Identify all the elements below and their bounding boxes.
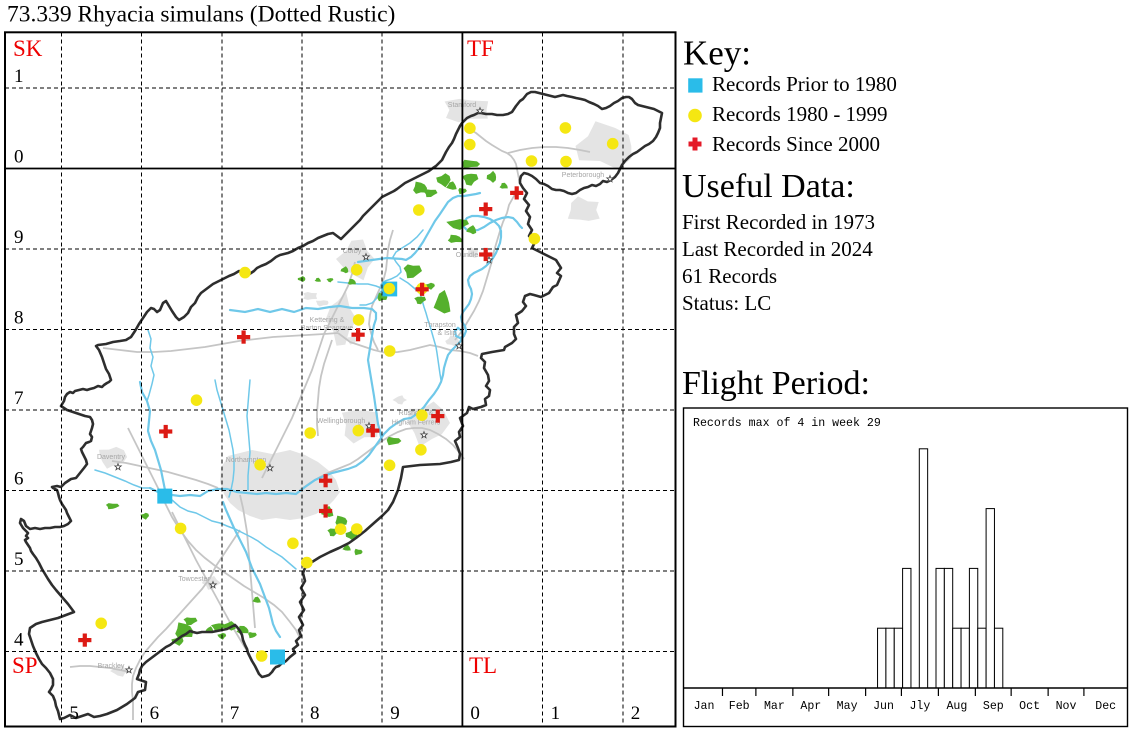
svg-text:Flight Period:: Flight Period: (682, 365, 870, 402)
svg-text:Northampton: Northampton (226, 457, 267, 464)
svg-text:Records max of 4 in week 29: Records max of 4 in week 29 (693, 417, 881, 430)
svg-text:7: 7 (14, 388, 24, 409)
svg-text:Rushden &: Rushden & (399, 410, 434, 417)
svg-text:May: May (837, 700, 858, 713)
svg-text:Oct: Oct (1019, 700, 1040, 713)
svg-text:4: 4 (14, 630, 24, 651)
svg-text:Corby: Corby (343, 248, 362, 255)
svg-text:Peterborough: Peterborough (562, 172, 605, 179)
svg-text:6: 6 (150, 703, 160, 724)
svg-text:Mar: Mar (764, 700, 785, 713)
svg-text:Useful Data:: Useful Data: (682, 168, 855, 205)
svg-text:TL: TL (469, 653, 497, 678)
svg-text:73.339 Rhyacia simulans (Dotte: 73.339 Rhyacia simulans (Dotted Rustic) (7, 2, 395, 28)
svg-text:Higham Ferrers: Higham Ferrers (392, 420, 441, 427)
svg-text:Towcester: Towcester (178, 576, 210, 583)
svg-text:9: 9 (14, 227, 24, 248)
svg-text:1: 1 (14, 66, 24, 87)
svg-text:Records Since 2000: Records Since 2000 (712, 132, 880, 156)
svg-text:Oundle: Oundle (456, 252, 479, 259)
svg-text:Records Prior to 1980: Records Prior to 1980 (712, 72, 897, 96)
svg-text:Feb: Feb (729, 700, 750, 713)
svg-text:5: 5 (14, 549, 24, 570)
svg-text:Dec: Dec (1095, 700, 1116, 713)
svg-text:8: 8 (310, 703, 320, 724)
svg-text:1: 1 (551, 703, 561, 724)
svg-text:0: 0 (14, 147, 24, 168)
svg-text:Thrapston: Thrapston (424, 322, 456, 329)
svg-text:Jan: Jan (694, 700, 715, 713)
svg-text:Aug: Aug (946, 700, 967, 713)
svg-text:Daventry: Daventry (97, 454, 126, 461)
svg-text:0: 0 (470, 703, 480, 724)
svg-text:61 Records: 61 Records (682, 264, 777, 288)
svg-text:8: 8 (14, 308, 24, 329)
svg-text:Brackley: Brackley (98, 663, 125, 670)
svg-text:Kettering &: Kettering & (310, 317, 345, 324)
svg-text:Barton Seagrave: Barton Seagrave (301, 325, 354, 332)
svg-text:6: 6 (14, 469, 24, 490)
svg-text:9: 9 (390, 703, 400, 724)
svg-text:2: 2 (631, 703, 641, 724)
svg-text:Status: LC: Status: LC (682, 291, 771, 315)
svg-text:SP: SP (12, 653, 38, 678)
svg-text:Wellingborough: Wellingborough (317, 418, 366, 425)
svg-text:5: 5 (69, 703, 79, 724)
svg-text:Key:: Key: (683, 34, 751, 73)
svg-text:Records 1980 - 1999: Records 1980 - 1999 (712, 102, 888, 126)
svg-text:Nov: Nov (1056, 700, 1077, 713)
svg-text:First Recorded in 1973: First Recorded in 1973 (682, 210, 875, 234)
svg-text:7: 7 (230, 703, 240, 724)
svg-text:SK: SK (13, 36, 43, 61)
svg-text:TF: TF (467, 36, 494, 61)
svg-text:Jun: Jun (873, 700, 894, 713)
svg-text:Last Recorded in 2024: Last Recorded in 2024 (682, 237, 873, 261)
svg-text:Sep: Sep (983, 700, 1004, 713)
svg-text:Jly: Jly (909, 700, 930, 713)
svg-text:& Islip: & Islip (437, 330, 456, 337)
svg-text:Apr: Apr (800, 700, 821, 713)
